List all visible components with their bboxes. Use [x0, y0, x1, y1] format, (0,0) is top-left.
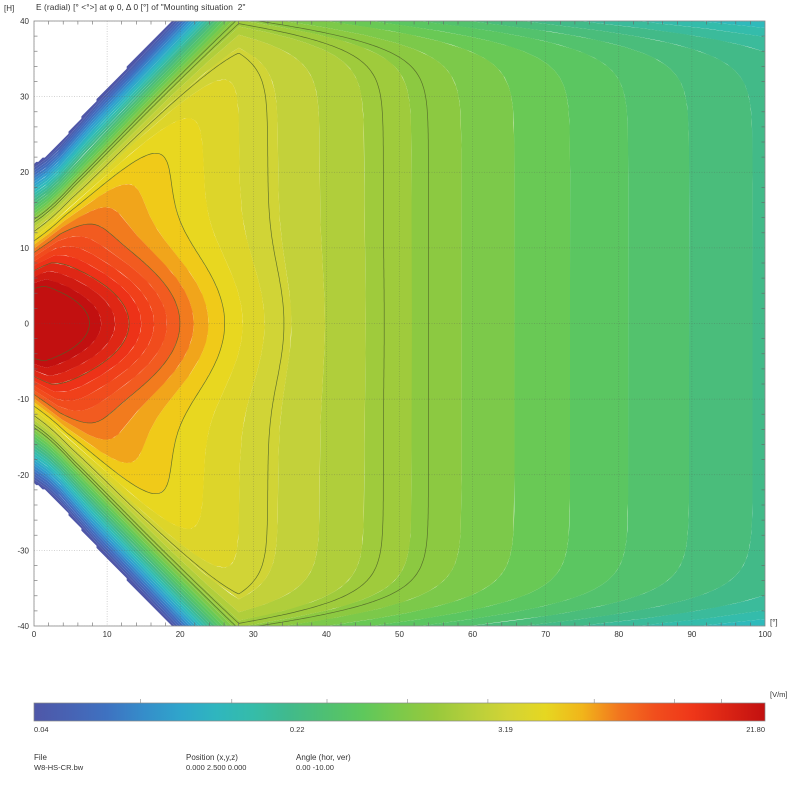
svg-text:50: 50: [395, 630, 404, 639]
svg-text:0: 0: [32, 630, 37, 639]
svg-text:20: 20: [176, 630, 185, 639]
svg-text:File: File: [34, 753, 47, 762]
svg-text:0.04: 0.04: [34, 725, 49, 734]
svg-text:-30: -30: [17, 546, 29, 555]
svg-text:3.19: 3.19: [498, 725, 513, 734]
svg-text:20: 20: [20, 168, 29, 177]
svg-text:0.000 2.500 0.000: 0.000 2.500 0.000: [186, 763, 246, 772]
svg-text:-10: -10: [17, 395, 29, 404]
svg-text:10: 10: [103, 630, 112, 639]
svg-text:21.80: 21.80: [746, 725, 765, 734]
svg-text:30: 30: [249, 630, 258, 639]
svg-text:Position (x,y,z): Position (x,y,z): [186, 753, 238, 762]
svg-text:40: 40: [322, 630, 331, 639]
svg-text:[H]: [H]: [4, 4, 14, 13]
svg-text:80: 80: [614, 630, 623, 639]
svg-text:30: 30: [20, 93, 29, 102]
svg-text:Angle (hor, ver): Angle (hor, ver): [296, 753, 351, 762]
svg-text:10: 10: [20, 244, 29, 253]
svg-text:[V/m]: [V/m]: [770, 690, 788, 699]
svg-text:W8-HS-CR.bw: W8-HS-CR.bw: [34, 763, 84, 772]
svg-text:0: 0: [25, 320, 30, 329]
svg-text:40: 40: [20, 17, 29, 26]
svg-text:-20: -20: [17, 471, 29, 480]
svg-text:70: 70: [541, 630, 550, 639]
svg-text:100: 100: [758, 630, 772, 639]
svg-text:90: 90: [687, 630, 696, 639]
svg-text:60: 60: [468, 630, 477, 639]
svg-text:0.22: 0.22: [290, 725, 305, 734]
svg-text:-40: -40: [17, 622, 29, 631]
svg-text:0.00 -10.00: 0.00 -10.00: [296, 763, 334, 772]
svg-text:[°]: [°]: [770, 618, 778, 627]
